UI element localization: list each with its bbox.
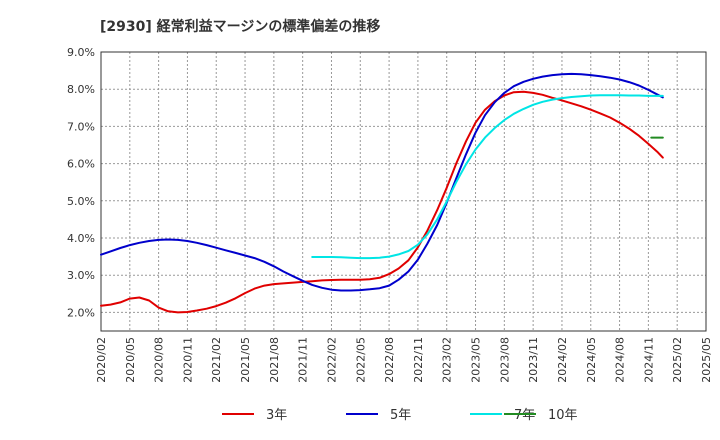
x-tick-label: 2020/05 — [124, 337, 137, 383]
x-tick-label: 2024/08 — [614, 337, 627, 383]
x-tick-label: 2021/05 — [239, 337, 252, 383]
legend-label-7年: 7年 — [514, 408, 535, 423]
legend: 3年 5年 7年 10年 — [222, 408, 578, 423]
x-tick-label: 2023/02 — [441, 337, 454, 383]
x-tick-label: 2023/11 — [527, 337, 540, 383]
x-tick-label: 2020/02 — [95, 337, 108, 383]
x-tick-label: 2021/11 — [297, 337, 310, 383]
y-axis-ticks: 2.0% 3.0% 4.0% 5.0% 6.0% 7.0% 8.0% 9.0% — [67, 46, 95, 319]
grid-lines — [101, 52, 706, 331]
x-tick-label: 2024/05 — [585, 337, 598, 383]
y-tick-label: 9.0% — [67, 46, 95, 59]
series-line-7年 — [311, 94, 664, 260]
x-tick-label: 2021/08 — [268, 337, 281, 383]
legend-label-5年: 5年 — [390, 408, 411, 423]
y-tick-label: 8.0% — [67, 83, 95, 96]
x-tick-label: 2023/05 — [470, 337, 483, 383]
y-tick-label: 6.0% — [67, 158, 95, 171]
x-tick-label: 2020/11 — [181, 337, 194, 383]
series-line-3年 — [100, 90, 664, 314]
chart-title: [2930] 経常利益マージンの標準偏差の推移 — [100, 18, 380, 35]
x-tick-label: 2025/05 — [700, 337, 713, 383]
y-tick-label: 2.0% — [67, 306, 95, 319]
x-tick-label: 2020/08 — [153, 337, 166, 383]
x-tick-label: 2023/08 — [498, 337, 511, 383]
x-axis-ticks: 2020/02 2020/05 2020/08 2020/11 2021/02 2021/… — [95, 337, 713, 383]
x-tick-label: 2024/02 — [556, 337, 569, 383]
y-tick-label: 7.0% — [67, 120, 95, 133]
legend-label-3年: 3年 — [266, 408, 287, 423]
x-tick-label: 2022/02 — [325, 337, 338, 383]
x-tick-label: 2022/08 — [383, 337, 396, 383]
x-tick-label: 2021/02 — [210, 337, 223, 383]
y-tick-label: 5.0% — [67, 195, 95, 208]
x-tick-label: 2025/02 — [671, 337, 684, 383]
y-tick-label: 3.0% — [67, 269, 95, 282]
plot-area — [101, 52, 706, 331]
plot-frame — [100, 51, 707, 332]
x-tick-label: 2022/05 — [354, 337, 367, 383]
x-tick-label: 2022/11 — [412, 337, 425, 383]
legend-label-10年: 10年 — [548, 408, 578, 423]
y-tick-label: 4.0% — [67, 232, 95, 245]
series-lines — [100, 72, 664, 314]
series-line-5年 — [100, 72, 664, 292]
x-tick-label: 2024/11 — [642, 337, 655, 383]
